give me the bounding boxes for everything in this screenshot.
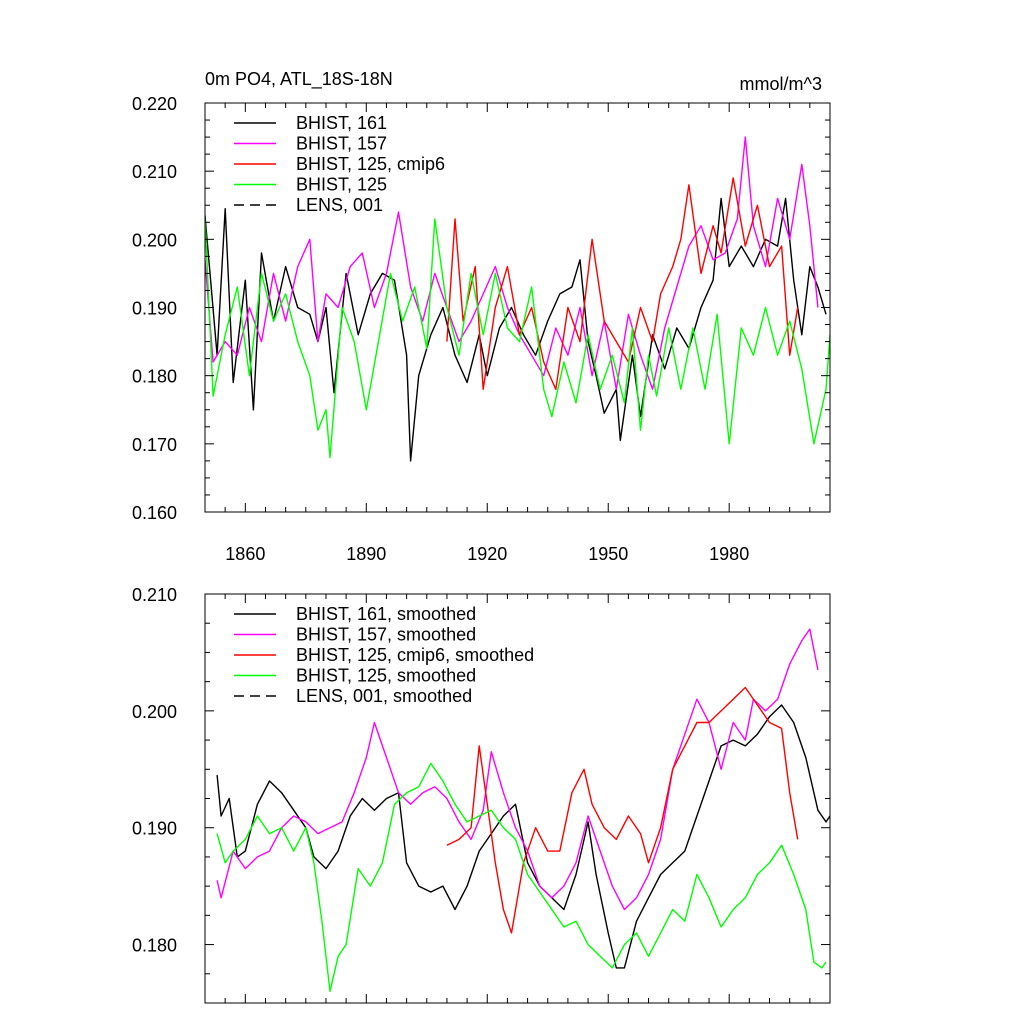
legend-label: BHIST, 157, smoothed — [296, 625, 476, 645]
legend-label: BHIST, 125 — [296, 175, 387, 195]
chart-panel-1: 1860 1890 1920 1950 1980 0.160 0.170 0.180 0.190… — [132, 69, 831, 564]
legend-label: BHIST, 125, smoothed — [296, 666, 476, 686]
panels: 1860 1890 1920 1950 1980 0.160 0.170 0.180 0.190… — [132, 69, 831, 1004]
legend-label: BHIST, 157 — [296, 134, 387, 154]
series-line-4 — [205, 218, 830, 459]
series-line-2 — [216, 628, 819, 911]
chart-units: mmol/m^3 — [740, 74, 822, 94]
series-line-4 — [216, 762, 827, 992]
y-tick-label: 0.210 — [132, 162, 177, 182]
y-tick-label: 0.200 — [132, 230, 177, 250]
legend-label: BHIST, 161 — [296, 113, 387, 133]
x-tick-label: 1860 — [225, 544, 265, 564]
x-tick-label: 1950 — [588, 544, 628, 564]
legend-label: LENS, 001, smoothed — [296, 686, 472, 706]
series-lines — [205, 136, 830, 462]
y-tick-label: 0.190 — [132, 819, 177, 839]
legend-label: BHIST, 125, cmip6 — [296, 154, 445, 174]
series-lines — [216, 628, 830, 992]
y-tick-label: 0.180 — [132, 367, 177, 387]
y-tick-label: 0.170 — [132, 435, 177, 455]
chart-panel-2: 0.180 0.190 0.200 0.210 BHIST, 161, smoothed… — [132, 585, 831, 1004]
series-line-1 — [205, 197, 827, 462]
legend-label: BHIST, 161, smoothed — [296, 604, 476, 624]
chart-title: 0m PO4, ATL_18S-18N — [205, 69, 393, 90]
y-tick-label: 0.220 — [132, 94, 177, 114]
x-tick-label: 1980 — [709, 544, 749, 564]
legend-label: LENS, 001 — [296, 195, 383, 215]
y-tick-label: 0.190 — [132, 299, 177, 319]
y-tick-label: 0.180 — [132, 936, 177, 956]
x-tick-label: 1920 — [467, 544, 507, 564]
y-tick-label: 0.210 — [132, 585, 177, 605]
y-tick-label: 0.160 — [132, 503, 177, 523]
y-tick-label: 0.200 — [132, 702, 177, 722]
legend-label: BHIST, 125, cmip6, smoothed — [296, 645, 534, 665]
series-line-2 — [205, 136, 819, 390]
x-tick-label: 1890 — [346, 544, 386, 564]
series-line-3 — [446, 686, 799, 934]
